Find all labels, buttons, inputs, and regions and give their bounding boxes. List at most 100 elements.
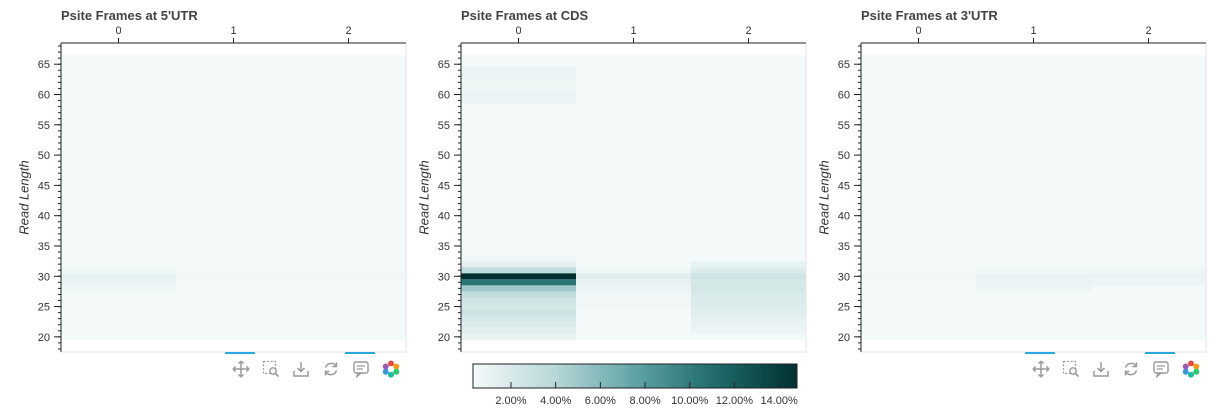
save-tool-button[interactable] <box>1089 352 1113 386</box>
x-tick-label: 0 <box>515 25 521 37</box>
box-zoom-icon <box>262 360 280 378</box>
heatmap-cell <box>1091 267 1206 274</box>
color-bar-tick-label: 2.00% <box>495 395 527 407</box>
heatmap-cell <box>461 85 576 92</box>
reset-icon <box>324 362 338 376</box>
reset-tool-button[interactable] <box>319 352 343 386</box>
heatmap-panel-5utr: Psite Frames at 5'UTR 0 1 2 20 25 30 35 40 45 50 5… <box>0 0 407 415</box>
hover-tool-button[interactable] <box>345 352 375 386</box>
heatmap-cell <box>576 285 691 292</box>
heatmap-cell <box>691 279 806 286</box>
y-tick-label: 65 <box>838 59 850 71</box>
hover-icon <box>353 361 369 378</box>
y-tick-label: 35 <box>838 241 850 253</box>
reset-tool-button[interactable] <box>1119 352 1143 386</box>
y-tick-label: 30 <box>38 271 50 283</box>
y-tick-label: 55 <box>38 120 50 132</box>
y-tick-label: 30 <box>438 271 450 283</box>
y-tick-label: 30 <box>838 271 850 283</box>
x-tick-label: 0 <box>915 25 921 37</box>
heatmap-cell <box>691 327 806 334</box>
heatmap-cell <box>461 91 576 98</box>
heatmap-cell <box>461 97 576 104</box>
heatmap-cell <box>291 273 406 280</box>
y-tick-label: 45 <box>438 180 450 192</box>
heatmap-plot[interactable]: 0 1 2 20 25 30 35 40 45 50 55 60 65 <box>800 0 1210 360</box>
heatmap-cell <box>976 273 1091 280</box>
active-tool-indicator <box>1025 352 1055 354</box>
y-tick-label: 55 <box>838 120 850 132</box>
heatmap-cell <box>61 273 176 280</box>
heatmap-cell <box>861 273 976 280</box>
heatmap-cell <box>691 297 806 304</box>
heatmap-cell <box>461 315 576 322</box>
y-tick-label: 20 <box>438 332 450 344</box>
heatmap-cell <box>976 267 1091 274</box>
y-tick-label: 40 <box>438 211 450 223</box>
heatmap-cell <box>461 309 576 316</box>
heatmap-cell <box>461 321 576 328</box>
pan-tool-button[interactable] <box>1025 352 1055 386</box>
color-bar-tick-label: 6.00% <box>584 395 616 407</box>
color-bar-ticks: 2.00% 4.00% 6.00% 8.00% 10.00% 12.00% 14.00% <box>471 395 799 411</box>
y-tick-label: 45 <box>38 180 50 192</box>
y-tick-label: 60 <box>38 90 50 102</box>
heatmap-cell <box>576 291 691 298</box>
chart-title: Psite Frames at CDS <box>461 8 589 23</box>
heatmap-plot[interactable]: 0 1 2 20 25 30 35 40 45 50 55 60 65 <box>0 0 410 360</box>
y-axis-label: Read Length <box>16 160 32 235</box>
color-bar-tick-label: 14.00% <box>760 395 798 407</box>
y-tick-label: 25 <box>838 302 850 314</box>
bokeh-logo <box>379 352 403 386</box>
heatmap-cell <box>461 303 576 310</box>
heatmap-cell <box>461 267 576 274</box>
box-zoom-tool-button[interactable] <box>259 352 283 386</box>
pan-icon <box>232 360 250 378</box>
x-tick-label: 2 <box>1145 25 1151 37</box>
heatmap-cell <box>691 285 806 292</box>
save-icon <box>1093 362 1109 377</box>
color-bar-tick-label: 8.00% <box>629 395 661 407</box>
save-tool-button[interactable] <box>289 352 313 386</box>
heatmap-cell <box>1091 273 1206 280</box>
heatmap-cell <box>691 309 806 316</box>
y-tick-label: 25 <box>38 302 50 314</box>
active-tool-indicator <box>225 352 255 354</box>
bokeh-logo <box>382 360 400 378</box>
x-tick-label: 1 <box>1030 25 1036 37</box>
heatmap-cell <box>691 321 806 328</box>
y-tick-label: 55 <box>438 120 450 132</box>
y-axis-label: Read Length <box>816 160 832 235</box>
y-tick-label: 50 <box>838 150 850 162</box>
y-tick-label: 35 <box>38 241 50 253</box>
heatmap-plot[interactable]: 0 1 2 20 25 30 35 40 45 50 55 60 65 <box>400 0 810 360</box>
heatmap-cell <box>691 315 806 322</box>
heatmap-cell <box>1091 279 1206 286</box>
heatmap-cell <box>461 261 576 268</box>
heatmap-cell <box>461 291 576 298</box>
box-zoom-tool-button[interactable] <box>1059 352 1083 386</box>
heatmap-cell <box>691 273 806 280</box>
x-tick-label: 2 <box>745 25 751 37</box>
heatmap-cell <box>461 67 576 74</box>
y-tick-label: 50 <box>438 150 450 162</box>
y-tick-label: 20 <box>838 332 850 344</box>
heatmap-cell <box>461 297 576 304</box>
heatmap-cell <box>61 267 176 274</box>
reset-icon <box>1124 362 1138 376</box>
color-bar-tick-label: 10.00% <box>671 395 709 407</box>
heatmap-cell-base <box>61 55 406 340</box>
y-tick-label: 40 <box>38 211 50 223</box>
hover-tool-button[interactable] <box>1145 352 1175 386</box>
y-tick-label: 25 <box>438 302 450 314</box>
y-tick-label: 60 <box>838 90 850 102</box>
pan-icon <box>1032 360 1050 378</box>
pan-tool-button[interactable] <box>225 352 255 386</box>
y-tick-label: 50 <box>38 150 50 162</box>
heatmap-cell <box>461 327 576 334</box>
heatmap-cell <box>461 285 576 292</box>
heatmap-cell <box>176 273 291 280</box>
y-tick-label: 40 <box>838 211 850 223</box>
chart-title: Psite Frames at 5'UTR <box>61 8 198 23</box>
plot-toolbar <box>1025 352 1209 386</box>
